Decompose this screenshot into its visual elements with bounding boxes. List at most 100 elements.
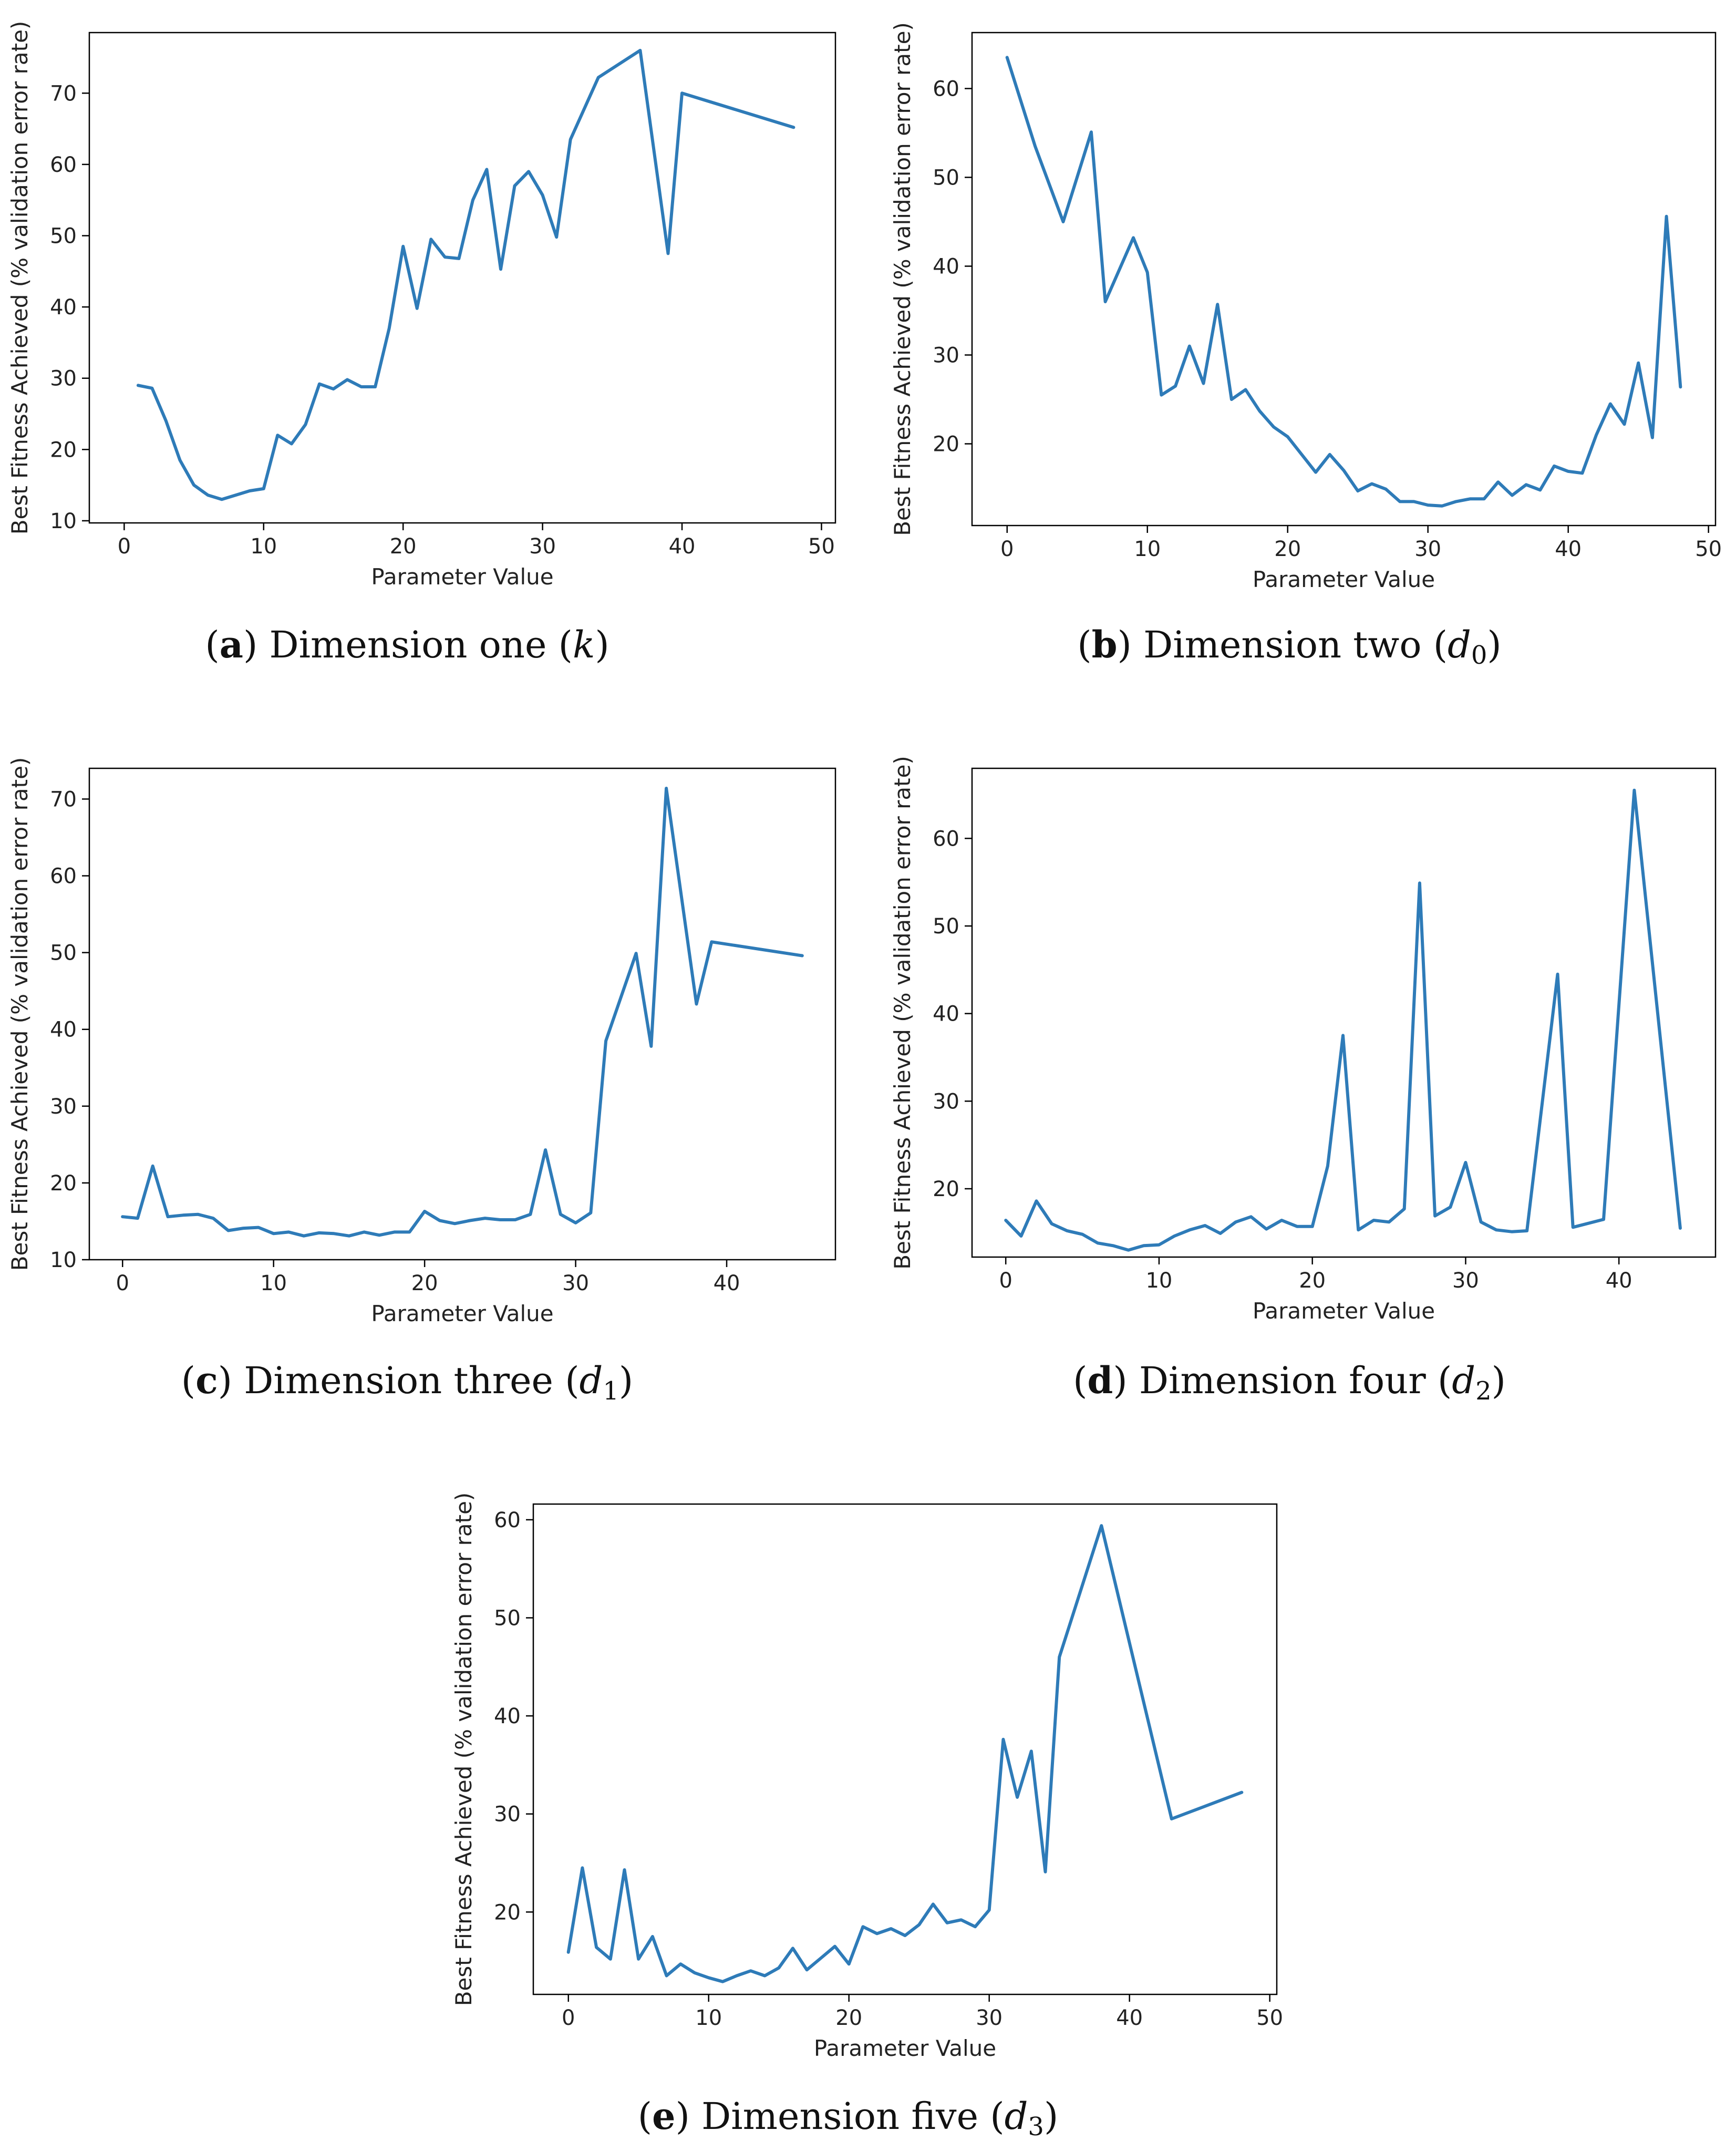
data-point [555,235,558,239]
x-axis-label: Parameter Value [371,564,553,590]
chart-panel-e: 0 10 20 30 40 50 20 30 40 50 60 Parameter Value Best… [451,1493,1283,2061]
data-point [1240,1791,1243,1794]
x-tick-label: 10 [695,2006,722,2030]
data-point [777,1967,780,1970]
y-tick-label: 20 [494,1900,521,1924]
data-point [1158,1243,1161,1247]
data-point [1418,881,1421,884]
data-point [1170,1817,1173,1820]
data-point [1580,471,1584,475]
data-point [544,1148,547,1151]
data-point [363,1230,366,1233]
data-point [1496,480,1500,483]
data-point [234,493,237,497]
x-tick-label: 30 [1414,537,1441,561]
data-point [932,1902,935,1906]
y-tick-label: 50 [933,914,959,939]
y-axis-label: Best Fitness Achieved (% validation erro… [7,757,33,1271]
caption-panel-d: (d) Dimension four (d2) [1073,1358,1506,1406]
data-point [569,138,572,141]
x-tick-label: 50 [1695,537,1722,561]
data-point [401,245,405,248]
y-tick-label: 10 [50,1248,77,1272]
x-tick-label: 0 [118,534,131,559]
data-point [917,1923,921,1927]
data-point [166,1215,169,1218]
data-point [453,1222,457,1225]
series-line [1005,56,1682,508]
data-point [212,1217,215,1220]
x-axis-label: Parameter Value [814,2035,996,2061]
data-point [574,1221,577,1224]
y-tick-label: 30 [50,1095,77,1119]
data-point [1146,271,1149,274]
data-point [1328,453,1331,456]
data-point [1495,1228,1498,1231]
series-line [566,1524,1244,1983]
data-point [276,434,279,437]
data-point [749,1969,752,1972]
data-point [595,1946,598,1949]
data-point [623,1868,626,1871]
data-point [666,252,669,255]
y-axis-label: Best Fitness Achieved (% validation erro… [7,21,33,535]
x-tick-label: 30 [976,2006,1003,2030]
data-point [514,1218,517,1221]
x-axis-label: Parameter Value [371,1301,553,1326]
data-point [360,385,363,388]
data-point [408,1230,411,1233]
series-line [1004,788,1682,1252]
data-point [1525,483,1528,486]
x-axis-label: Parameter Value [1253,1298,1435,1324]
x-tick-label: 40 [1606,1269,1632,1293]
data-point [801,954,804,957]
data-point [181,1213,184,1217]
data-point [483,1217,487,1220]
plot-frame [88,767,836,1261]
data-point [1001,1738,1005,1741]
data-point [665,1974,668,1978]
y-axis-label: Best Fitness Achieved (% validation erro… [451,1493,477,2006]
x-tick-label: 10 [260,1271,287,1295]
data-point [1679,1227,1682,1230]
x-tick-label: 20 [1274,537,1301,561]
data-point [848,1962,851,1965]
data-point [649,1045,653,1048]
data-point [959,1918,963,1921]
caption-panel-e: (e) Dimension five (d3) [637,2094,1059,2142]
x-axis-label: Parameter Value [1253,567,1435,592]
data-point [1464,1161,1467,1164]
data-point [150,387,153,390]
data-point [374,385,377,388]
data-point [1062,220,1065,223]
x-tick-label: 40 [714,1271,740,1295]
data-point [1388,1220,1391,1223]
caption-panel-a: (a) Dimension one (k) [205,623,609,666]
data-point [1623,423,1626,426]
data-point [1249,1215,1253,1218]
x-tick-label: 0 [116,1271,129,1295]
data-point [443,255,447,259]
data-point [438,1219,441,1222]
data-point [1265,1228,1268,1231]
data-point [1043,1870,1047,1874]
x-tick-label: 0 [999,1269,1012,1293]
data-point [1202,382,1205,385]
data-point [875,1932,879,1935]
data-point [1096,1241,1099,1244]
data-point [242,1227,245,1230]
data-point [541,193,544,197]
data-point [1454,500,1458,503]
data-point [393,1230,396,1233]
data-point [1433,1215,1437,1218]
data-point [164,419,168,423]
x-tick-label: 40 [1555,537,1582,561]
data-point [567,1951,570,1954]
y-tick-label: 60 [933,827,959,851]
y-tick-label: 50 [50,941,77,965]
y-tick-label: 40 [933,254,959,279]
data-point [1665,215,1668,218]
y-tick-label: 60 [50,864,77,889]
data-point [1384,488,1388,491]
data-point [121,1215,124,1218]
